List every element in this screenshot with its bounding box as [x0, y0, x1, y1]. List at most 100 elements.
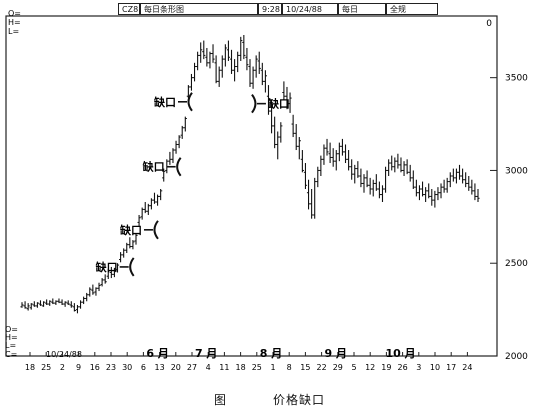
x-tick-label: 29 — [333, 363, 343, 372]
corner-value: 0 — [486, 19, 492, 29]
price-bar — [383, 166, 388, 193]
price-bar — [359, 168, 363, 188]
caption-title: 价格缺口 — [273, 393, 326, 407]
gap-label: 缺口 — [153, 95, 176, 109]
price-bar — [300, 150, 304, 173]
price-bar — [134, 233, 138, 245]
price-bars — [20, 34, 480, 314]
price-bar — [266, 85, 271, 115]
price-bar — [362, 174, 366, 193]
price-bar — [439, 183, 443, 199]
price-bar — [189, 73, 194, 91]
price-bar — [473, 183, 477, 201]
x-tick-label: 12 — [365, 363, 375, 372]
gap-bracket — [129, 257, 135, 277]
price-bar — [32, 301, 36, 307]
x-tick-label: 22 — [317, 363, 327, 372]
month-label: 8 月 — [260, 347, 282, 360]
price-bar — [88, 287, 92, 297]
price-bar — [177, 135, 181, 149]
caption-fig: 图 — [213, 393, 227, 407]
price-bar — [192, 62, 197, 82]
price-bar — [276, 131, 280, 160]
price-bar — [346, 150, 351, 171]
price-bar — [143, 201, 147, 214]
price-bar — [445, 177, 449, 193]
bottom-label-high: H= — [5, 333, 18, 342]
chart-name-field: 每日条形图 — [140, 3, 258, 15]
price-bar — [125, 242, 129, 254]
price-bar — [128, 237, 132, 249]
gap-bracket — [187, 92, 193, 112]
price-bar — [94, 287, 98, 296]
price-bar — [411, 170, 415, 189]
price-bar — [393, 157, 397, 173]
price-bar — [183, 116, 187, 132]
price-bar — [322, 144, 326, 165]
price-bar — [263, 70, 268, 93]
bottom-label-close: C= — [5, 350, 17, 359]
price-bar — [343, 144, 348, 164]
x-tick-label: 3 — [416, 363, 421, 372]
y-tick-label: 3500 — [505, 74, 528, 84]
y-tick-label: 3000 — [505, 166, 528, 176]
gap-bracket — [251, 94, 257, 114]
price-bar — [414, 179, 418, 197]
price-bar — [232, 59, 237, 82]
price-bar — [41, 301, 46, 307]
price-bar — [199, 42, 203, 63]
period-field: 每日 — [338, 3, 386, 15]
date-field: 10/24/88 — [282, 3, 338, 15]
price-bar — [208, 51, 212, 69]
price-bar — [180, 125, 184, 139]
price-bar — [273, 116, 277, 149]
gap-label: 缺口 — [95, 260, 118, 274]
price-bar — [353, 164, 357, 184]
price-bar — [430, 189, 434, 206]
price-bar — [331, 148, 335, 167]
price-bar — [100, 278, 104, 287]
price-bar — [97, 282, 101, 292]
x-tick-label: 11 — [219, 363, 229, 372]
price-bar — [131, 240, 135, 250]
price-bar — [51, 298, 55, 305]
price-bar — [48, 300, 52, 306]
price-bar — [202, 40, 206, 60]
price-bar — [29, 303, 33, 310]
price-bar — [174, 140, 178, 154]
price-bar — [325, 138, 329, 156]
price-bar — [457, 164, 462, 180]
price-bar — [223, 44, 227, 67]
x-tick-label: 16 — [90, 363, 100, 372]
price-bar — [217, 66, 221, 87]
price-bar — [448, 172, 452, 188]
bottom-label-open: O= — [5, 325, 18, 334]
gap-label: 缺口 — [142, 160, 165, 174]
price-bar — [82, 296, 86, 305]
price-bar — [168, 151, 172, 165]
price-bar — [245, 47, 249, 71]
price-bar — [279, 122, 283, 143]
price-bar — [399, 157, 403, 173]
price-bar — [254, 55, 258, 78]
price-bar — [306, 179, 311, 210]
price-bar — [408, 164, 412, 182]
gap-annotation: 缺口 — [153, 92, 193, 112]
price-bar — [140, 207, 144, 220]
price-bar — [319, 155, 323, 177]
time-field: 9:28 — [258, 3, 282, 15]
price-bar — [285, 86, 289, 110]
x-tick-label: 25 — [252, 363, 262, 372]
price-bar — [20, 302, 24, 308]
price-bar — [122, 248, 126, 258]
price-bar — [442, 179, 446, 193]
price-bar — [303, 163, 308, 189]
price-bar — [242, 34, 246, 60]
price-bar — [149, 198, 154, 210]
price-bar — [85, 292, 89, 302]
price-bar — [115, 263, 120, 273]
x-tick-label: 5 — [351, 363, 356, 372]
x-tick-label: 23 — [106, 363, 116, 372]
price-bar — [109, 266, 113, 279]
price-bar — [112, 267, 117, 278]
